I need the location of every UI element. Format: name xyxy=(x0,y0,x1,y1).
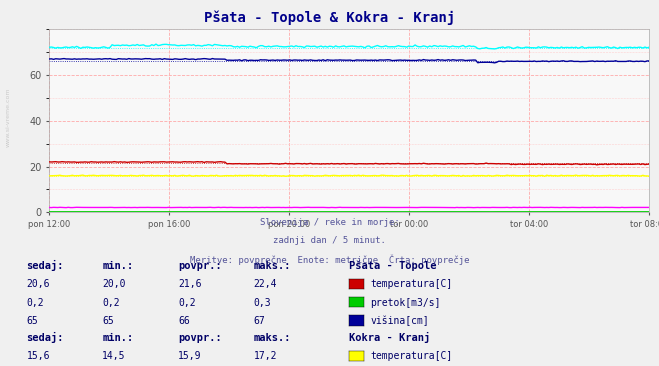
Text: 0,2: 0,2 xyxy=(178,298,196,307)
Text: min.:: min.: xyxy=(102,261,133,271)
Text: Meritve: povprečne  Enote: metrične  Črta: povprečje: Meritve: povprečne Enote: metrične Črta:… xyxy=(190,254,469,265)
Text: 65: 65 xyxy=(26,316,38,326)
Text: 21,6: 21,6 xyxy=(178,279,202,289)
Text: temperatura[C]: temperatura[C] xyxy=(370,279,453,289)
Text: Slovenija / reke in morje:: Slovenija / reke in morje: xyxy=(260,218,399,227)
Text: min.:: min.: xyxy=(102,333,133,343)
Text: 66: 66 xyxy=(178,316,190,326)
Text: 0,3: 0,3 xyxy=(254,298,272,307)
Text: Pšata - Topole: Pšata - Topole xyxy=(349,261,437,271)
Text: 17,2: 17,2 xyxy=(254,351,277,361)
Text: povpr.:: povpr.: xyxy=(178,333,221,343)
Text: www.si-vreme.com: www.si-vreme.com xyxy=(5,87,11,147)
Text: maks.:: maks.: xyxy=(254,261,291,271)
Text: maks.:: maks.: xyxy=(254,333,291,343)
Text: 20,0: 20,0 xyxy=(102,279,126,289)
Text: zadnji dan / 5 minut.: zadnji dan / 5 minut. xyxy=(273,236,386,245)
Text: višina[cm]: višina[cm] xyxy=(370,315,429,326)
Text: Kokra - Kranj: Kokra - Kranj xyxy=(349,332,430,343)
Text: 22,4: 22,4 xyxy=(254,279,277,289)
Text: povpr.:: povpr.: xyxy=(178,261,221,271)
Text: Pšata - Topole & Kokra - Kranj: Pšata - Topole & Kokra - Kranj xyxy=(204,11,455,26)
Text: 20,6: 20,6 xyxy=(26,279,50,289)
Text: sedaj:: sedaj: xyxy=(26,260,64,271)
Text: 15,9: 15,9 xyxy=(178,351,202,361)
Text: pretok[m3/s]: pretok[m3/s] xyxy=(370,298,441,307)
Text: 14,5: 14,5 xyxy=(102,351,126,361)
Text: 0,2: 0,2 xyxy=(102,298,120,307)
Text: 65: 65 xyxy=(102,316,114,326)
Text: sedaj:: sedaj: xyxy=(26,332,64,343)
Text: 15,6: 15,6 xyxy=(26,351,50,361)
Text: temperatura[C]: temperatura[C] xyxy=(370,351,453,361)
Text: 0,2: 0,2 xyxy=(26,298,44,307)
Text: 67: 67 xyxy=(254,316,266,326)
